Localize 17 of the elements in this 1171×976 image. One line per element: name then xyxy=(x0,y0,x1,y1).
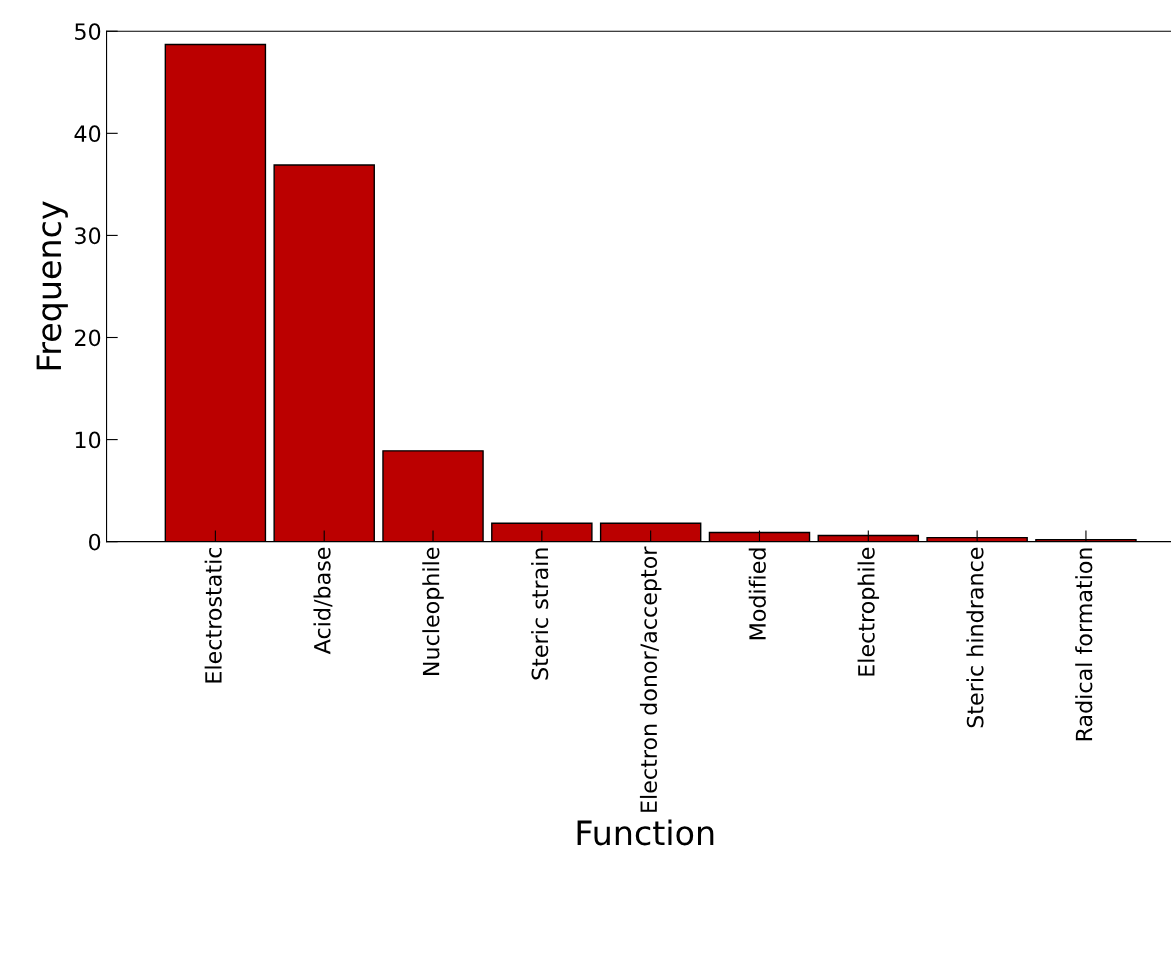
x-tick-label: Radical formation xyxy=(1075,548,1093,741)
y-tick-label: 10 xyxy=(75,431,101,449)
y-tick-label: 20 xyxy=(75,329,101,347)
y-axis-title: Frequency xyxy=(36,201,68,370)
x-tick-label: Acid/base xyxy=(313,547,333,655)
y-tick-label: 30 xyxy=(75,227,101,245)
y-tick-label: 40 xyxy=(74,125,101,143)
x-tick-label: Steric hindrance xyxy=(966,547,984,728)
x-tick-label: Electron donor/acceptor xyxy=(639,546,662,812)
x-tick-label: Nucleophile xyxy=(422,547,444,675)
x-tick-label: Modified xyxy=(748,548,766,640)
x-tick-label: Electrostatic xyxy=(204,547,222,683)
x-axis-title: Function xyxy=(577,819,714,846)
x-tick-label: Electrophile xyxy=(857,547,880,676)
y-tick-label: 50 xyxy=(75,23,101,40)
y-tick-label: 0 xyxy=(89,533,101,551)
x-tick-label: Steric strain xyxy=(531,548,549,680)
